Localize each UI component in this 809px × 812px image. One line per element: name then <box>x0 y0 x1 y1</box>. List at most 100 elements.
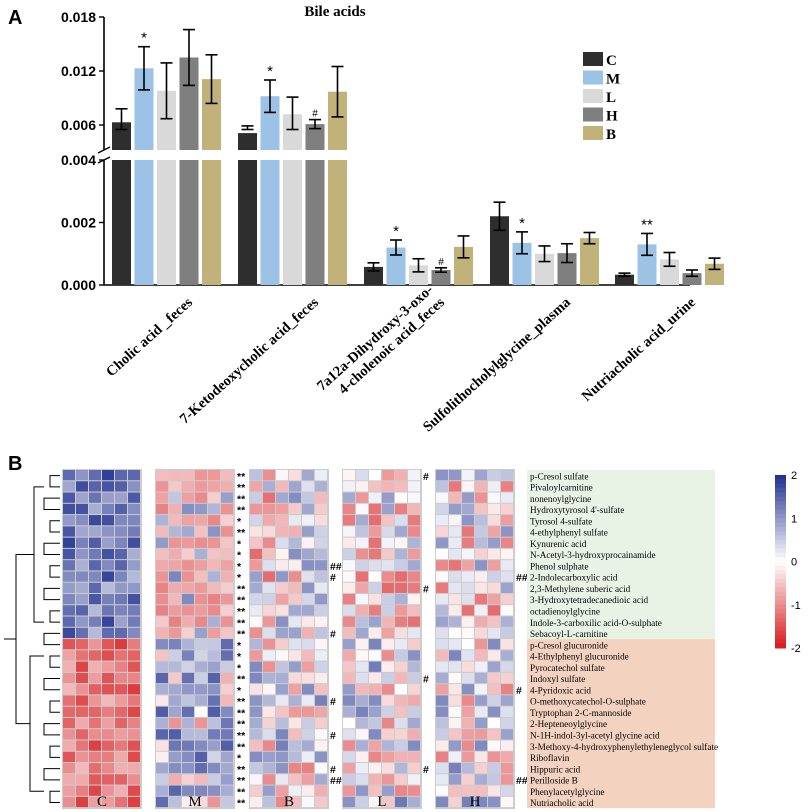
heatmap-cell <box>169 616 181 627</box>
heatmap-cell <box>182 729 194 740</box>
heatmap-cell <box>369 605 381 616</box>
heatmap-cell <box>221 560 233 571</box>
heatmap-cell <box>302 492 314 503</box>
heatmap-cell <box>208 695 220 706</box>
heatmap-cell <box>289 717 301 729</box>
heatmap-cell <box>208 661 220 672</box>
heatmap-cell <box>408 729 420 740</box>
heatmap-cell <box>221 740 233 751</box>
heatmap-cell <box>356 571 368 582</box>
significance-mark: ** <box>237 775 246 787</box>
heatmap-cell <box>208 627 220 639</box>
heatmap-cell <box>289 526 301 537</box>
heatmap-cell <box>315 627 327 639</box>
heatmap-cell <box>436 526 448 537</box>
heatmap-cell <box>488 774 500 785</box>
heatmap-cell <box>475 481 487 492</box>
heatmap-cell <box>156 729 168 740</box>
heatmap-cell <box>475 774 487 785</box>
heatmap-cell <box>250 616 262 627</box>
heatmap-cell <box>89 774 101 785</box>
heatmap-cell <box>369 672 381 684</box>
heatmap-cell <box>156 548 168 560</box>
heatmap-cell <box>356 627 368 639</box>
heatmap-cell <box>221 627 233 639</box>
heatmap-cell <box>343 796 355 808</box>
heatmap-cell <box>115 560 127 571</box>
heatmap-cell <box>315 684 327 695</box>
heatmap-cell <box>76 729 88 740</box>
heatmap-cell <box>102 593 114 605</box>
heatmap-cell <box>115 706 127 717</box>
heatmap-cell <box>408 639 420 650</box>
heatmap-cell <box>369 661 381 672</box>
heatmap-cell <box>263 593 275 605</box>
heatmap-cell <box>356 639 368 650</box>
bar-m-upper <box>260 96 280 150</box>
heatmap-cell <box>128 481 140 492</box>
heatmap-cell <box>63 548 75 560</box>
heatmap-cell <box>395 481 407 492</box>
heatmap-cell <box>449 751 461 763</box>
heatmap-cell <box>289 684 301 695</box>
bar-h <box>179 160 199 285</box>
heatmap-cell <box>356 774 368 785</box>
heatmap-cell <box>221 785 233 796</box>
heatmap-cell <box>501 515 513 526</box>
heatmap-cell <box>156 503 168 515</box>
heatmap-cell <box>169 548 181 560</box>
heatmap-cell <box>76 605 88 616</box>
significance-mark: ## <box>516 572 528 584</box>
heatmap-cell <box>102 695 114 706</box>
significance-mark: * <box>267 63 273 80</box>
heatmap-cell <box>343 481 355 492</box>
heatmap-cell <box>356 706 368 717</box>
heatmap-cell <box>343 470 355 481</box>
heatmap-cell <box>169 515 181 526</box>
heatmap-cell <box>395 763 407 774</box>
heatmap-cell <box>276 684 288 695</box>
heatmap-cell <box>208 503 220 515</box>
heatmap-cell <box>102 729 114 740</box>
heatmap-cell <box>315 481 327 492</box>
heatmap-cell <box>128 717 140 729</box>
heatmap-cell <box>475 548 487 560</box>
heatmap-cell <box>63 684 75 695</box>
heatmap-cell <box>169 470 181 481</box>
heatmap-cell <box>436 729 448 740</box>
row-label: 2-Hepteneoylglycine <box>530 719 607 729</box>
heatmap-cell <box>395 672 407 684</box>
row-label: Sebacoyl-L-carnitine <box>530 629 608 639</box>
heatmap-cell <box>436 717 448 729</box>
heatmap-cell <box>382 605 394 616</box>
category-label-line: Sulfolithocholylglycine_plasma <box>420 294 574 435</box>
heatmap-cell <box>195 684 207 695</box>
y-tick-label: 0.000 <box>61 277 96 293</box>
heatmap-cell <box>436 593 448 605</box>
heatmap-cell <box>408 616 420 627</box>
heatmap-cell <box>250 717 262 729</box>
y-tick-label: 0.002 <box>61 215 96 231</box>
heatmap-cell <box>449 796 461 808</box>
heatmap-cell <box>343 526 355 537</box>
heatmap-cell <box>102 740 114 751</box>
group-label: C <box>97 794 107 810</box>
heatmap-cell <box>89 672 101 684</box>
heatmap-cell <box>356 661 368 672</box>
y-tick-label: 0.004 <box>61 152 96 168</box>
heatmap-cell <box>208 593 220 605</box>
heatmap-cell <box>436 571 448 582</box>
heatmap-cell <box>182 526 194 537</box>
heatmap-cell <box>408 548 420 560</box>
heatmap-cell <box>289 470 301 481</box>
heatmap-cell <box>156 481 168 492</box>
heatmap-cell <box>302 470 314 481</box>
heatmap-cell <box>221 639 233 650</box>
row-label: Pivaloylcarnitine <box>530 483 593 493</box>
bar-h <box>305 160 325 285</box>
heatmap-cell <box>208 751 220 763</box>
heatmap-cell <box>501 571 513 582</box>
heatmap-cell <box>395 605 407 616</box>
category-label-line: 7a12a-Dihydroxy-3-oxo- <box>314 282 437 395</box>
heatmap-cell <box>263 571 275 582</box>
